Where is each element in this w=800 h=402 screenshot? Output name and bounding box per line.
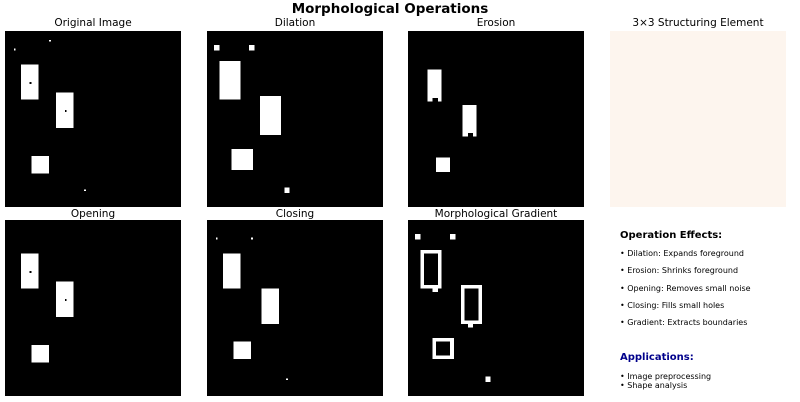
background-hole — [29, 271, 32, 273]
panel-original-image — [5, 31, 181, 207]
panel-title-closing: Closing — [275, 208, 315, 220]
foreground-region — [233, 341, 251, 360]
foreground-region — [13, 48, 16, 51]
foreground-region — [467, 322, 474, 328]
panel-title-opening: Opening — [70, 208, 116, 220]
foreground-region — [284, 187, 290, 193]
info-panel: Operation Effects: • Dilation: Expands f… — [620, 228, 795, 398]
structuring-element-image — [610, 31, 786, 207]
background-hole — [64, 299, 67, 301]
background-hole — [29, 82, 32, 84]
foreground-region — [31, 344, 49, 363]
panel-title-dilation: Dilation — [274, 17, 316, 29]
image-background — [408, 31, 584, 207]
foreground-region — [231, 148, 253, 171]
background-hole — [432, 97, 438, 104]
application-item-shape-analysis: • Shape analysis — [620, 381, 688, 390]
foreground-region — [436, 157, 451, 172]
foreground-region — [427, 69, 442, 102]
foreground-region — [56, 281, 74, 317]
panel-title-erosion: Erosion — [476, 17, 516, 29]
foreground-region — [222, 253, 241, 289]
foreground-region — [249, 45, 255, 51]
foreground-region — [415, 234, 421, 240]
foreground-region — [251, 237, 253, 240]
panel-morphological-gradient — [408, 220, 584, 396]
foreground-region — [450, 234, 456, 240]
effect-item-erosion: • Erosion: Shrinks foreground — [620, 266, 739, 275]
panel-closing — [207, 220, 383, 396]
foreground-region — [462, 104, 477, 137]
effect-item-opening: • Opening: Removes small noise — [620, 284, 751, 293]
background-hole — [464, 288, 479, 321]
foreground-region — [49, 39, 51, 42]
background-hole — [467, 133, 474, 139]
foreground-region — [215, 237, 218, 240]
panel-erosion — [408, 31, 584, 207]
panel-title-original: Original Image — [54, 17, 132, 29]
effect-item-closing: • Closing: Fills small holes — [620, 301, 725, 310]
foreground-region — [56, 92, 74, 128]
image-background — [5, 31, 181, 207]
foreground-region — [286, 378, 288, 381]
foreground-region — [31, 155, 49, 174]
applications-heading: Applications: — [620, 352, 694, 363]
panel-opening — [5, 220, 181, 396]
panel-title-morphological-gradient: Morphological Gradient — [434, 208, 558, 220]
background-hole — [423, 253, 438, 286]
foreground-region — [84, 189, 86, 192]
foreground-region — [261, 288, 280, 324]
effect-item-dilation: • Dilation: Expands foreground — [620, 249, 745, 258]
foreground-region — [219, 60, 241, 100]
background-hole — [64, 110, 67, 112]
panel-dilation — [207, 31, 383, 207]
foreground-region — [432, 286, 438, 293]
foreground-region — [485, 376, 491, 382]
background-hole — [436, 341, 451, 356]
effect-item-gradient: • Gradient: Extracts boundaries — [620, 318, 748, 327]
figure-title: Morphological Operations — [291, 1, 489, 17]
image-background — [207, 220, 383, 396]
image-background — [408, 220, 584, 396]
panel-title-structuring-element: 3×3 Structuring Element — [632, 17, 764, 29]
foreground-region — [259, 96, 281, 135]
application-item-preprocessing: • Image preprocessing — [620, 372, 712, 381]
image-background — [207, 31, 383, 207]
image-background — [5, 220, 181, 396]
operation-effects-heading: Operation Effects: — [620, 230, 723, 241]
foreground-region — [214, 45, 220, 51]
